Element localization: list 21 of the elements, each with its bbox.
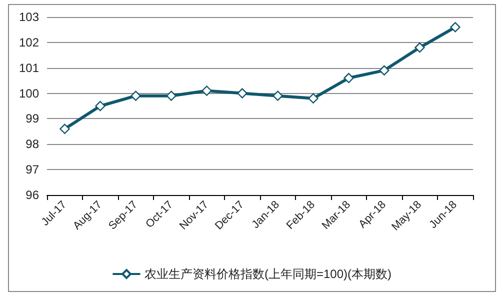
point xyxy=(308,93,318,104)
point xyxy=(95,100,106,112)
point xyxy=(60,124,70,134)
point xyxy=(166,90,176,101)
y-tick-label: 98 xyxy=(26,137,40,152)
point xyxy=(344,72,354,84)
y-tick-label: 97 xyxy=(26,162,40,177)
point xyxy=(379,65,390,76)
point xyxy=(450,22,460,32)
y-tick-label: 102 xyxy=(18,35,40,50)
y-tick-label: 103 xyxy=(18,10,40,24)
y-tick-label: 101 xyxy=(18,60,40,75)
point xyxy=(272,90,283,101)
legend-label: 农业生产资料价格指数(上年同期=100)(本期数) xyxy=(144,267,392,281)
y-tick-label: 96 xyxy=(26,188,40,202)
y-tick-label: 99 xyxy=(26,112,40,126)
point xyxy=(130,90,141,101)
point xyxy=(414,42,425,53)
point xyxy=(202,86,212,96)
y-tick-label: 100 xyxy=(18,86,40,100)
point xyxy=(237,88,248,98)
